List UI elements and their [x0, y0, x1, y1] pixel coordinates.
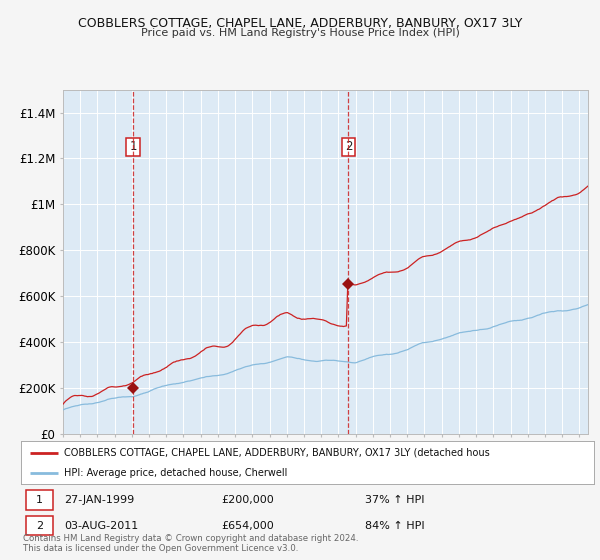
Text: 2: 2: [36, 520, 43, 530]
Text: £200,000: £200,000: [221, 495, 274, 505]
Text: HPI: Average price, detached house, Cherwell: HPI: Average price, detached house, Cher…: [64, 468, 287, 478]
Text: 2: 2: [344, 141, 352, 153]
Text: Price paid vs. HM Land Registry's House Price Index (HPI): Price paid vs. HM Land Registry's House …: [140, 28, 460, 38]
Bar: [26, 491, 53, 510]
Text: 1: 1: [36, 495, 43, 505]
Text: 03-AUG-2011: 03-AUG-2011: [64, 520, 138, 530]
Text: COBBLERS COTTAGE, CHAPEL LANE, ADDERBURY, BANBURY, OX17 3LY (detached hous: COBBLERS COTTAGE, CHAPEL LANE, ADDERBURY…: [64, 448, 490, 458]
Text: COBBLERS COTTAGE, CHAPEL LANE, ADDERBURY, BANBURY, OX17 3LY: COBBLERS COTTAGE, CHAPEL LANE, ADDERBURY…: [78, 17, 522, 30]
Text: 27-JAN-1999: 27-JAN-1999: [64, 495, 134, 505]
Text: 1: 1: [130, 141, 137, 153]
Bar: [26, 516, 53, 535]
Text: 37% ↑ HPI: 37% ↑ HPI: [365, 495, 424, 505]
Text: Contains HM Land Registry data © Crown copyright and database right 2024.
This d: Contains HM Land Registry data © Crown c…: [23, 534, 358, 553]
Text: £654,000: £654,000: [221, 520, 274, 530]
Text: 84% ↑ HPI: 84% ↑ HPI: [365, 520, 424, 530]
